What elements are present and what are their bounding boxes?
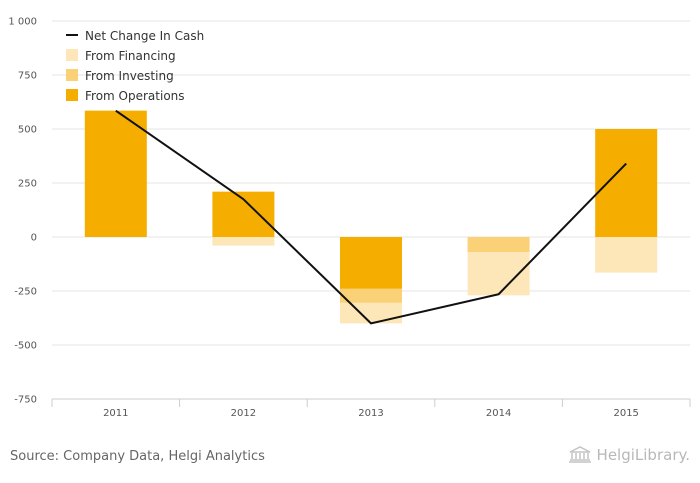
bar-from-operations-2015 [595, 129, 658, 237]
x-axis: 2011 2012 2013 2014 2015 [51, 398, 691, 419]
y-tick-label: 0 [31, 233, 37, 244]
source-note: Source: Company Data, Helgi Analytics [10, 449, 265, 464]
legend-swatch-from-operations [66, 89, 78, 101]
legend-label-from-financing: From Financing [85, 49, 176, 63]
legend-swatch-from-investing [66, 69, 78, 81]
legend-label-net-change-in-cash: Net Change In Cash [85, 29, 204, 43]
net-change-line [115, 109, 627, 325]
y-axis: -750 -500 -250 0 250 500 750 1 000 [8, 17, 37, 406]
bar-from-financing-2012 [212, 237, 275, 246]
bars [84, 110, 658, 324]
x-tick-label: 2011 [103, 408, 128, 419]
cash-flow-chart: -750 -500 -250 0 250 500 750 1 000 2011 2012 2013… [8, 17, 691, 419]
y-tick-label: 1 000 [8, 17, 37, 28]
helgi-library-logo: HelgiLibrary. [567, 446, 690, 464]
legend: Net Change In Cash From Financing From Inv… [66, 29, 204, 103]
library-building-icon [568, 446, 591, 463]
x-tick-label: 2015 [613, 408, 638, 419]
y-tick-label: 750 [18, 71, 37, 82]
brand-name: HelgiLibrary. [596, 446, 690, 464]
y-tick-label: -750 [14, 395, 37, 406]
net-change-in-cash-line [115, 109, 627, 325]
y-tick-label: 500 [18, 125, 37, 136]
bar-from-operations-2011 [84, 110, 147, 237]
bar-from-investing-2014 [467, 237, 530, 253]
bar-from-financing-2015 [595, 237, 658, 273]
y-tick-label: -500 [14, 341, 37, 352]
bar-from-operations-2013 [340, 237, 402, 289]
y-tick-label: -250 [14, 287, 37, 298]
bar-from-financing-2013 [340, 302, 402, 324]
x-tick-label: 2013 [358, 408, 383, 419]
legend-label-from-operations: From Operations [85, 89, 185, 103]
x-tick-label: 2014 [486, 408, 511, 419]
legend-swatch-from-financing [66, 49, 78, 61]
bar-from-financing-2014 [467, 252, 530, 296]
y-tick-label: 250 [18, 179, 37, 190]
x-tick-label: 2012 [231, 408, 256, 419]
legend-label-from-investing: From Investing [85, 69, 174, 83]
bar-from-investing-2013 [340, 288, 402, 303]
